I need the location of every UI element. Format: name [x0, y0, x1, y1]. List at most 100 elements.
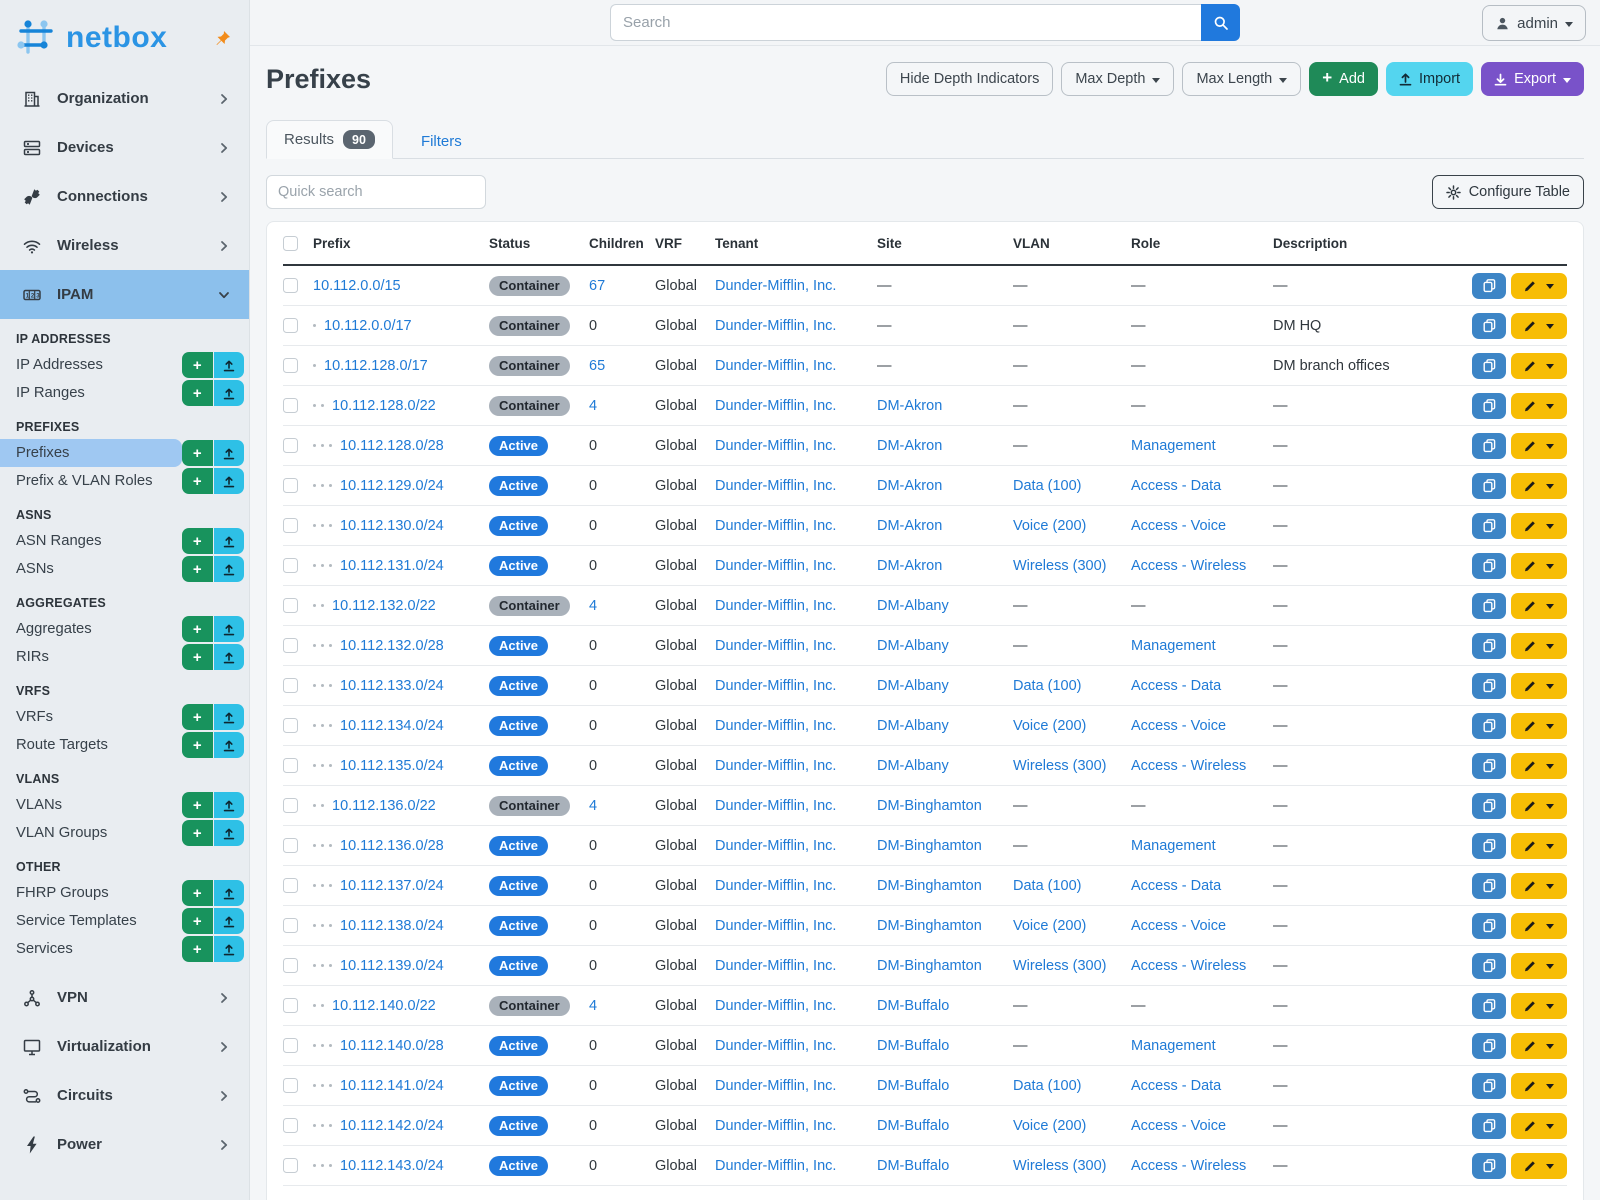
sidebar-item-link[interactable]: Route Targets: [0, 731, 182, 759]
vlan-link[interactable]: Wireless (300): [1013, 557, 1107, 574]
row-checkbox[interactable]: [283, 838, 298, 853]
import-quick-button[interactable]: [213, 556, 244, 582]
hide-depth-indicators-button[interactable]: Hide Depth Indicators: [885, 62, 1054, 96]
site-link[interactable]: DM-Albany: [877, 597, 949, 614]
tenant-link[interactable]: Dunder-Mifflin, Inc.: [715, 837, 837, 854]
role-link[interactable]: Access - Data: [1131, 1077, 1222, 1094]
quick-search-input[interactable]: [266, 175, 486, 209]
prefix-link[interactable]: 10.112.132.0/22: [332, 597, 436, 614]
import-quick-button[interactable]: [213, 616, 244, 642]
row-checkbox[interactable]: [283, 278, 298, 293]
tenant-link[interactable]: Dunder-Mifflin, Inc.: [715, 1077, 837, 1094]
add-quick-button[interactable]: +: [182, 352, 214, 378]
global-search-input[interactable]: [610, 4, 1201, 41]
row-checkbox[interactable]: [283, 478, 298, 493]
role-link[interactable]: Access - Voice: [1131, 1117, 1227, 1134]
children-link[interactable]: 65: [589, 357, 606, 374]
role-link[interactable]: Access - Data: [1131, 477, 1222, 494]
sidebar-item-link[interactable]: VRFs: [0, 703, 182, 731]
col-header-prefix[interactable]: Prefix: [313, 235, 351, 251]
import-quick-button[interactable]: [213, 468, 244, 494]
add-quick-button[interactable]: +: [182, 908, 214, 934]
sidebar-item-circuits[interactable]: Circuits: [0, 1071, 249, 1120]
role-link[interactable]: Access - Voice: [1131, 917, 1227, 934]
add-quick-button[interactable]: +: [182, 440, 214, 466]
row-checkbox[interactable]: [283, 1118, 298, 1133]
add-quick-button[interactable]: +: [182, 468, 214, 494]
row-checkbox[interactable]: [283, 1038, 298, 1053]
prefix-link[interactable]: 10.112.136.0/28: [340, 837, 444, 854]
tenant-link[interactable]: Dunder-Mifflin, Inc.: [715, 717, 837, 734]
row-checkbox[interactable]: [283, 798, 298, 813]
import-quick-button[interactable]: [213, 352, 244, 378]
site-link[interactable]: DM-Buffalo: [877, 997, 950, 1014]
edit-button[interactable]: [1511, 472, 1567, 499]
brand[interactable]: netbox: [0, 0, 249, 74]
import-quick-button[interactable]: [213, 880, 244, 906]
sidebar-item-link[interactable]: Services: [0, 935, 182, 963]
site-link[interactable]: DM-Akron: [877, 437, 943, 454]
edit-button[interactable]: [1511, 832, 1567, 859]
tenant-link[interactable]: Dunder-Mifflin, Inc.: [715, 1037, 837, 1054]
sidebar-item-virtualization[interactable]: Virtualization: [0, 1022, 249, 1071]
site-link[interactable]: DM-Buffalo: [877, 1077, 950, 1094]
clone-button[interactable]: [1472, 1152, 1506, 1179]
col-header-tenant[interactable]: Tenant: [715, 235, 759, 251]
tenant-link[interactable]: Dunder-Mifflin, Inc.: [715, 277, 837, 294]
sidebar-item-connections[interactable]: Connections: [0, 172, 249, 221]
site-link[interactable]: DM-Buffalo: [877, 1117, 950, 1134]
vlan-link[interactable]: Wireless (300): [1013, 957, 1107, 974]
clone-button[interactable]: [1472, 512, 1506, 539]
edit-button[interactable]: [1511, 992, 1567, 1019]
clone-button[interactable]: [1472, 592, 1506, 619]
row-checkbox[interactable]: [283, 558, 298, 573]
row-checkbox[interactable]: [283, 958, 298, 973]
sidebar-item-link[interactable]: FHRP Groups: [0, 879, 182, 907]
clone-button[interactable]: [1472, 832, 1506, 859]
prefix-link[interactable]: 10.112.142.0/24: [340, 1117, 444, 1134]
site-link[interactable]: DM-Binghamton: [877, 837, 982, 854]
prefix-link[interactable]: 10.112.128.0/17: [324, 357, 428, 374]
children-link[interactable]: 4: [589, 397, 598, 414]
site-link[interactable]: DM-Albany: [877, 757, 949, 774]
pin-sidebar-icon[interactable]: [213, 28, 233, 48]
site-link[interactable]: DM-Binghamton: [877, 797, 982, 814]
vlan-link[interactable]: Wireless (300): [1013, 757, 1107, 774]
site-link[interactable]: DM-Albany: [877, 637, 949, 654]
clone-button[interactable]: [1472, 312, 1506, 339]
sidebar-item-link[interactable]: Aggregates: [0, 615, 182, 643]
prefix-link[interactable]: 10.112.129.0/24: [340, 477, 444, 494]
add-quick-button[interactable]: +: [182, 880, 214, 906]
add-quick-button[interactable]: +: [182, 556, 214, 582]
tenant-link[interactable]: Dunder-Mifflin, Inc.: [715, 397, 837, 414]
col-header-site[interactable]: Site: [877, 235, 902, 251]
clone-button[interactable]: [1472, 792, 1506, 819]
col-header-role[interactable]: Role: [1131, 235, 1161, 251]
sidebar-item-link[interactable]: RIRs: [0, 643, 182, 671]
sidebar-item-link[interactable]: IP Ranges: [0, 379, 182, 407]
tenant-link[interactable]: Dunder-Mifflin, Inc.: [715, 517, 837, 534]
max-depth-dropdown[interactable]: Max Depth: [1061, 62, 1175, 96]
edit-button[interactable]: [1511, 552, 1567, 579]
import-quick-button[interactable]: [213, 644, 244, 670]
clone-button[interactable]: [1472, 432, 1506, 459]
import-quick-button[interactable]: [213, 820, 244, 846]
sidebar-item-organization[interactable]: Organization: [0, 74, 249, 123]
role-link[interactable]: Management: [1131, 1037, 1216, 1054]
max-length-dropdown[interactable]: Max Length: [1182, 62, 1302, 96]
vlan-link[interactable]: Voice (200): [1013, 917, 1087, 934]
sidebar-item-link[interactable]: Prefixes: [0, 439, 182, 467]
vlan-link[interactable]: Data (100): [1013, 1077, 1082, 1094]
tenant-link[interactable]: Dunder-Mifflin, Inc.: [715, 917, 837, 934]
clone-button[interactable]: [1472, 912, 1506, 939]
prefix-link[interactable]: 10.112.130.0/24: [340, 517, 444, 534]
edit-button[interactable]: [1511, 432, 1567, 459]
clone-button[interactable]: [1472, 752, 1506, 779]
site-link[interactable]: DM-Akron: [877, 477, 943, 494]
clone-button[interactable]: [1472, 992, 1506, 1019]
site-link[interactable]: DM-Albany: [877, 677, 949, 694]
clone-button[interactable]: [1472, 952, 1506, 979]
vlan-link[interactable]: Wireless (300): [1013, 1157, 1107, 1174]
sidebar-item-power[interactable]: Power: [0, 1120, 249, 1169]
row-checkbox[interactable]: [283, 318, 298, 333]
